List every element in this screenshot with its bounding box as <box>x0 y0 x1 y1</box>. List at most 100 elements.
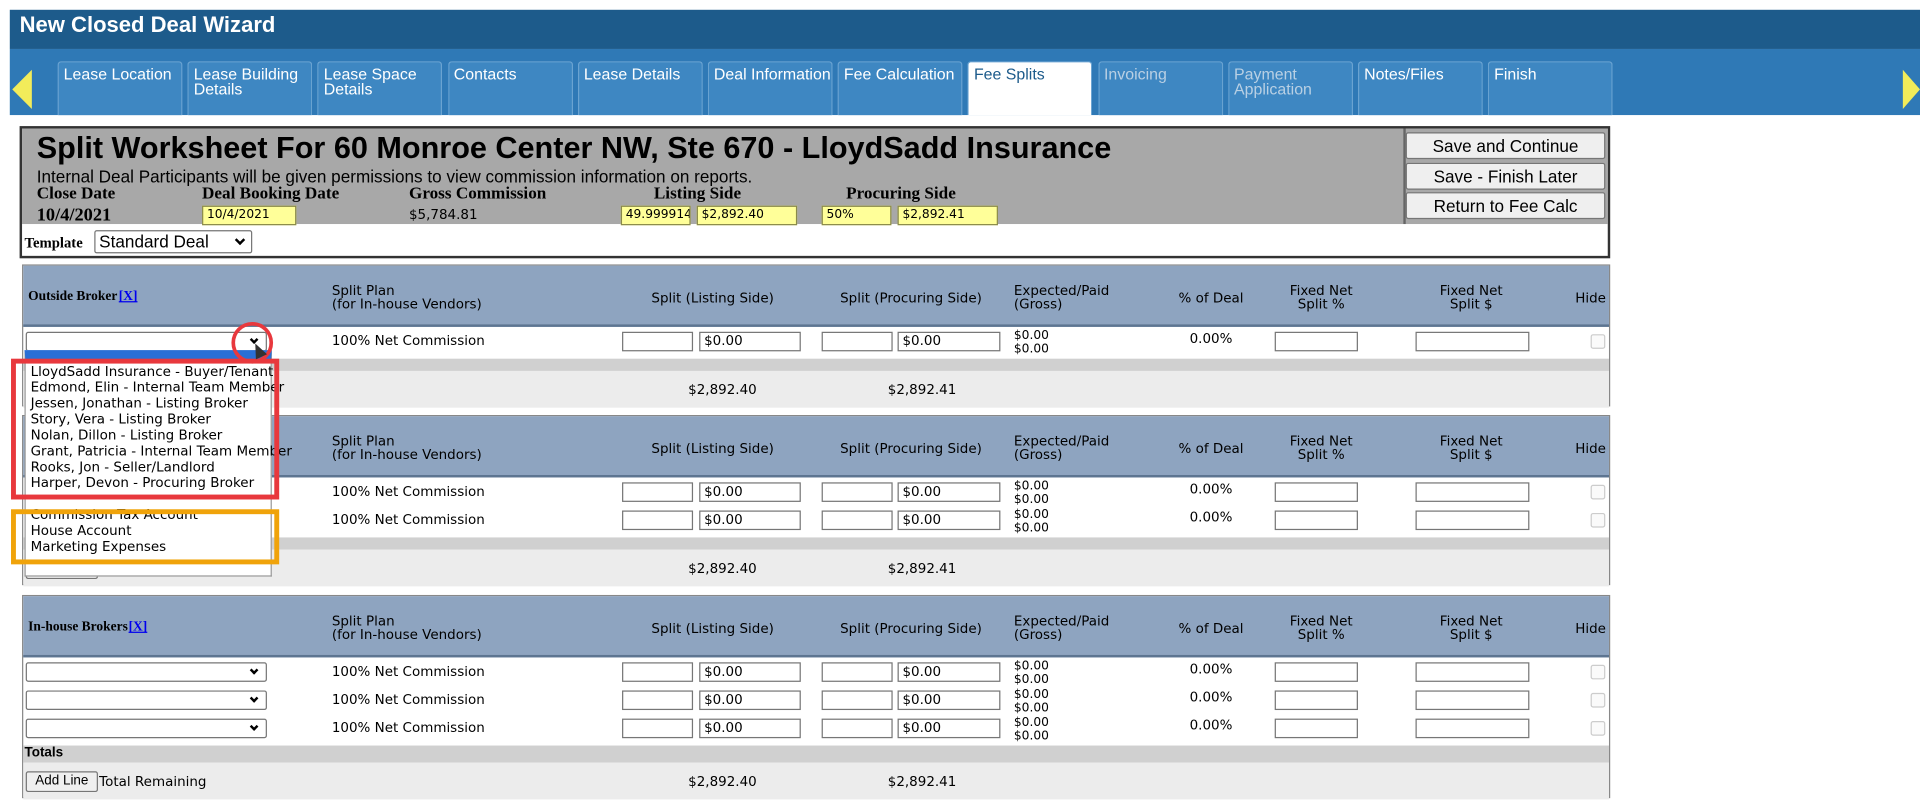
booking-date-input[interactable]: 10/4/2021 <box>202 205 297 226</box>
dropdown-option[interactable]: Harper, Devon - Procuring Broker <box>30 474 255 491</box>
paid-amount: $0.00 <box>1013 673 1049 687</box>
procuring-pct-input[interactable] <box>821 690 893 711</box>
section-divider <box>23 537 1609 550</box>
dropdown-option[interactable]: Rooks, Jon - Seller/Landlord <box>30 459 215 475</box>
worksheet-note: Internal Deal Participants will be given… <box>36 166 753 187</box>
wizard-tab[interactable]: Lease Location <box>57 61 183 116</box>
wizard-tab[interactable]: Fee Splits <box>967 61 1093 116</box>
procuring-pct-input[interactable] <box>821 718 893 739</box>
column-header: Fixed Net <box>1439 282 1503 299</box>
listing-amount-input[interactable]: $2,892.40 <box>696 205 798 226</box>
fixed-pct-input[interactable] <box>1274 331 1358 352</box>
action-button[interactable]: Save - Finish Later <box>1405 162 1606 190</box>
fixed-amount-input[interactable] <box>1415 331 1530 352</box>
split-plan: 100% Net Commission <box>331 332 485 349</box>
fixed-pct-input[interactable] <box>1274 662 1358 682</box>
listing-pct-input[interactable] <box>622 510 694 531</box>
hide-checkbox[interactable] <box>1590 664 1606 680</box>
fixed-amount-input[interactable] <box>1415 718 1530 739</box>
hide-checkbox[interactable] <box>1590 512 1606 528</box>
listing-pct-input[interactable] <box>622 718 694 739</box>
wizard-tab[interactable]: Lease Space Details <box>317 61 443 116</box>
hide-checkbox[interactable] <box>1590 721 1606 736</box>
remove-link[interactable]: [X] <box>128 619 148 635</box>
fixed-amount-input[interactable] <box>1415 690 1530 711</box>
hide-checkbox[interactable] <box>1590 484 1606 500</box>
worksheet-title: Split Worksheet For 60 Monroe Center NW,… <box>36 130 1112 166</box>
action-button[interactable]: Return to Fee Calc <box>1405 192 1606 220</box>
highlight-box <box>11 358 280 500</box>
hide-checkbox[interactable] <box>1590 334 1606 349</box>
wizard-tab[interactable]: Deal Information <box>707 61 833 116</box>
listing-amount-input[interactable]: $0.00 <box>699 662 801 682</box>
listing-pct-input[interactable]: 49.999914 <box>620 205 691 226</box>
gross-value: $5,784.81 <box>408 206 478 223</box>
listing-pct-input[interactable] <box>622 482 694 502</box>
column-header: Split % <box>1297 296 1345 313</box>
fixed-pct-input[interactable] <box>1274 510 1358 531</box>
wizard-tab: Payment Application <box>1227 61 1353 116</box>
highlight-circle <box>231 321 274 364</box>
procuring-amount-input[interactable]: $0.00 <box>897 718 1001 739</box>
participant-select[interactable] <box>25 662 267 682</box>
tab-label: Lease Location <box>63 64 172 84</box>
column-header: Split $ <box>1449 446 1493 463</box>
procuring-amount-input[interactable]: $2,892.41 <box>897 205 998 226</box>
listing-amount-input[interactable]: $0.00 <box>699 690 801 711</box>
action-button[interactable]: Save and Continue <box>1405 132 1606 160</box>
wizard-tab[interactable]: Notes/Files <box>1357 61 1483 116</box>
procuring-amount-input[interactable]: $0.00 <box>897 510 1001 531</box>
fixed-pct-input[interactable] <box>1274 690 1358 711</box>
dropdown-option[interactable]: Jessen, Jonathan - Listing Broker <box>30 395 248 412</box>
column-header: Split $ <box>1449 626 1493 643</box>
expected-amount: $0.00 <box>1013 329 1049 343</box>
split-plan: 100% Net Commission <box>331 663 485 680</box>
participant-select[interactable] <box>25 718 267 739</box>
fixed-pct-input[interactable] <box>1274 482 1358 502</box>
wizard-tab[interactable]: Fee Calculation <box>837 61 963 116</box>
template-label: Template <box>24 233 83 251</box>
listing-pct-input[interactable] <box>622 331 694 352</box>
fixed-amount-input[interactable] <box>1415 662 1530 682</box>
listing-amount-input[interactable]: $0.00 <box>699 718 801 739</box>
fixed-pct-input[interactable] <box>1274 718 1358 739</box>
listing-amount-input[interactable]: $0.00 <box>699 482 801 502</box>
listing-amount-input[interactable]: $0.00 <box>699 331 801 352</box>
dropdown-option[interactable]: Grant, Patricia - Internal Team Member <box>30 443 292 460</box>
fixed-amount-input[interactable] <box>1415 510 1530 531</box>
dropdown-option[interactable]: Story, Vera - Listing Broker <box>30 411 211 428</box>
wizard-tab[interactable]: Lease Details <box>577 61 703 116</box>
listing-amount-input[interactable]: $0.00 <box>699 510 801 531</box>
column-header: Split (Procuring Side) <box>840 440 982 457</box>
listing-pct-input[interactable] <box>622 690 694 711</box>
dropdown-option[interactable]: Marketing Expenses <box>30 538 167 555</box>
next-arrow[interactable] <box>1902 69 1920 109</box>
procuring-pct-input[interactable] <box>821 482 893 502</box>
procuring-amount-input[interactable]: $0.00 <box>897 662 1001 682</box>
footer-button[interactable]: Add Line <box>25 771 98 793</box>
fixed-amount-input[interactable] <box>1415 482 1530 502</box>
remove-link[interactable]: [X] <box>118 288 138 304</box>
procuring-amount-input[interactable]: $0.00 <box>897 482 1001 502</box>
dropdown-option[interactable]: House Account <box>30 522 132 539</box>
procuring-amount-input[interactable]: $0.00 <box>897 690 1001 711</box>
wizard-title: New Closed Deal Wizard <box>19 12 276 37</box>
prev-arrow[interactable] <box>12 69 32 109</box>
dropdown-option[interactable]: Nolan, Dillon - Listing Broker <box>30 427 223 444</box>
template-select[interactable]: Standard Deal <box>94 230 253 254</box>
procuring-pct-input[interactable]: 50% <box>821 205 892 226</box>
listing-total: $2,892.40 <box>688 773 757 790</box>
wizard-tab[interactable]: Contacts <box>447 61 573 116</box>
listing-pct-input[interactable] <box>622 662 694 682</box>
participant-select[interactable] <box>25 690 267 711</box>
procuring-pct-input[interactable] <box>821 662 893 682</box>
procuring-amount-input[interactable]: $0.00 <box>897 331 1001 352</box>
wizard-tab[interactable]: Lease Building Details <box>187 61 313 116</box>
procuring-pct-input[interactable] <box>821 510 893 531</box>
split-plan: 100% Net Commission <box>331 691 485 708</box>
procuring-pct-input[interactable] <box>821 331 893 352</box>
hide-checkbox[interactable] <box>1590 692 1606 708</box>
dropdown-option[interactable]: Edmond, Elin - Internal Team Member <box>30 379 285 396</box>
dropdown-option[interactable]: LloydSadd Insurance - Buyer/Tenant <box>30 363 274 380</box>
wizard-tab[interactable]: Finish <box>1487 61 1613 116</box>
